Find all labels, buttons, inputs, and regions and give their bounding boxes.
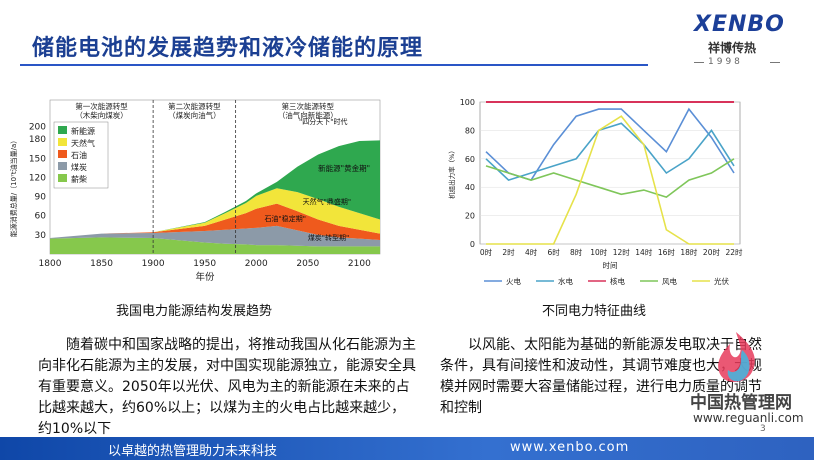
legend-swatch	[58, 150, 67, 158]
x-tick-label: 0时	[480, 247, 493, 257]
legend-label: 煤炭	[71, 162, 87, 172]
area-新能源	[50, 140, 380, 239]
y-tick-label: 90	[35, 193, 47, 203]
y-tick-label: 100	[460, 98, 475, 107]
legend-label: 新能源	[71, 126, 95, 136]
energy-structure-chart: 第一次能源转型 （木柴向煤炭） 第二次能源转型 （煤炭向油气） 第三次能源转型 （油气向新…	[8, 96, 388, 296]
left-paragraph: 随着碳中和国家战略的提出，将推动我国从化石能源为主向非化石能源为主的发展，对中国…	[38, 337, 416, 437]
annotation-label: 新能源"黄金期"	[318, 163, 370, 173]
legend-swatch	[58, 162, 67, 170]
logo-wordmark: XENBO	[694, 12, 785, 37]
logo-divider	[694, 62, 704, 63]
right-chart-caption: 不同电力特征曲线	[542, 304, 647, 319]
x-tick-label: 1850	[90, 259, 113, 269]
footer-bar	[0, 437, 814, 460]
y-tick-label: 60	[35, 212, 47, 222]
x-tick-label: 6时	[547, 247, 560, 257]
x-tick-label: 18时	[680, 247, 698, 257]
era-label: （木柴向煤炭）	[75, 110, 128, 120]
y-tick-label: 20	[465, 212, 475, 221]
x-tick-label: 8时	[570, 247, 583, 257]
x-tick-label: 12时	[613, 247, 631, 257]
series-line-水电	[485, 122, 735, 182]
legend-label: 天然气	[71, 138, 95, 148]
right-paragraph: 以风能、太阳能为基础的新能源发电取决于自然条件，具有间接性和波动性，其调节难度也…	[440, 337, 762, 416]
legend-swatch	[58, 174, 67, 182]
company-logo: XENBO 祥博传热 1998	[694, 12, 794, 70]
legend-label: 光伏	[714, 276, 729, 286]
series-line-光伏	[486, 115, 734, 245]
watermark-flame-icon	[718, 332, 755, 383]
x-axis-label: 年份	[195, 271, 215, 283]
y-tick-label: 80	[465, 126, 475, 135]
annotation-label: 煤炭"转型期"	[308, 233, 349, 242]
area-薪柴	[50, 237, 380, 254]
x-tick-label: 2000	[245, 259, 268, 269]
area-天然气	[50, 188, 380, 239]
watermark-text: 中国热管理网	[690, 393, 792, 413]
x-tick-label: 2100	[348, 259, 371, 269]
annotation-label: 天然气"鼎盛期"	[303, 197, 351, 206]
x-tick-label: 1900	[142, 259, 165, 269]
legend-label: 核电	[610, 276, 625, 286]
y-axis-label: 能源消费总量/（10⁷t油当量/a）	[9, 137, 18, 237]
era-label: （油气向新能源）	[278, 110, 338, 120]
x-tick-label: 2050	[296, 259, 319, 269]
era-label: 第二次能源转型	[168, 101, 221, 111]
y-tick-label: 60	[465, 155, 475, 164]
legend-swatch	[58, 138, 67, 146]
x-axis-label: 时间	[603, 260, 618, 270]
y-tick-label: 150	[29, 154, 46, 164]
x-tick-label: 1800	[39, 259, 62, 269]
footer-website: www.xenbo.com	[510, 440, 630, 455]
x-tick-label: 1950	[193, 259, 216, 269]
x-tick-label: 2时	[502, 247, 515, 257]
legend-label: 水电	[558, 276, 573, 286]
left-chart-caption: 我国电力能源结构发展趋势	[116, 304, 273, 319]
power-curve-chart: 0 20 40 60 80 100 0时 2时 4时 6时 8时 10时 12时 14时 16时 18时 20时…	[440, 90, 750, 296]
x-tick-label: 22时	[725, 247, 743, 257]
plot-frame	[479, 101, 741, 245]
logo-chinese-name: 祥博传热	[708, 41, 757, 55]
x-tick-label: 10时	[590, 247, 608, 257]
energy-structure-svg: 第一次能源转型（木柴向煤炭） 第二次能源转型（煤炭向油气） 第三次能源转型（油气向新…	[9, 99, 381, 283]
watermark-url: www.reguanli.com	[693, 411, 804, 425]
era-label: （煤炭向油气）	[168, 110, 221, 120]
y-tick-label: 40	[465, 183, 475, 192]
legend-swatch	[58, 126, 67, 134]
y-tick-label: 30	[35, 231, 47, 241]
legend-label: 风电	[662, 276, 677, 286]
legend-label: 石油	[71, 150, 87, 160]
power-curve-svg: 0 20 40 60 80 100 0时 2时 4时 6时 8时 10时 12时 14时 16时 18时 20时…	[447, 98, 743, 286]
x-tick-label: 16时	[658, 247, 676, 257]
y-axis-label: 机组出力率（%）	[447, 147, 456, 199]
annotation-label: 石油"稳定期"	[265, 214, 306, 223]
x-tick-label: 20时	[703, 247, 721, 257]
annotation-label: "四分天下"时代	[299, 117, 347, 126]
x-tick-label: 14时	[635, 247, 653, 257]
footer-slogan: 以卓越的热管理助力未来科技	[108, 444, 278, 459]
legend-label: 薪柴	[71, 174, 87, 184]
era-label: 第一次能源转型	[75, 101, 128, 111]
area-煤炭	[50, 225, 380, 247]
slide-title: 储能电池的发展趋势和液冷储能的原理	[32, 36, 424, 61]
y-tick-label: 0	[470, 240, 475, 249]
page-number: 3	[760, 424, 766, 434]
legend-label: 火电	[506, 276, 521, 286]
title-underline	[20, 64, 648, 66]
y-tick-label: 200	[29, 122, 46, 132]
series-line-风电	[485, 158, 735, 199]
logo-divider	[770, 62, 780, 63]
x-tick-label: 4时	[525, 247, 538, 257]
logo-year: 1998	[708, 57, 743, 67]
area-石油	[50, 203, 380, 240]
y-tick-label: 180	[29, 135, 46, 145]
y-tick-label: 120	[29, 173, 46, 183]
era-label: 第三次能源转型	[282, 101, 335, 111]
